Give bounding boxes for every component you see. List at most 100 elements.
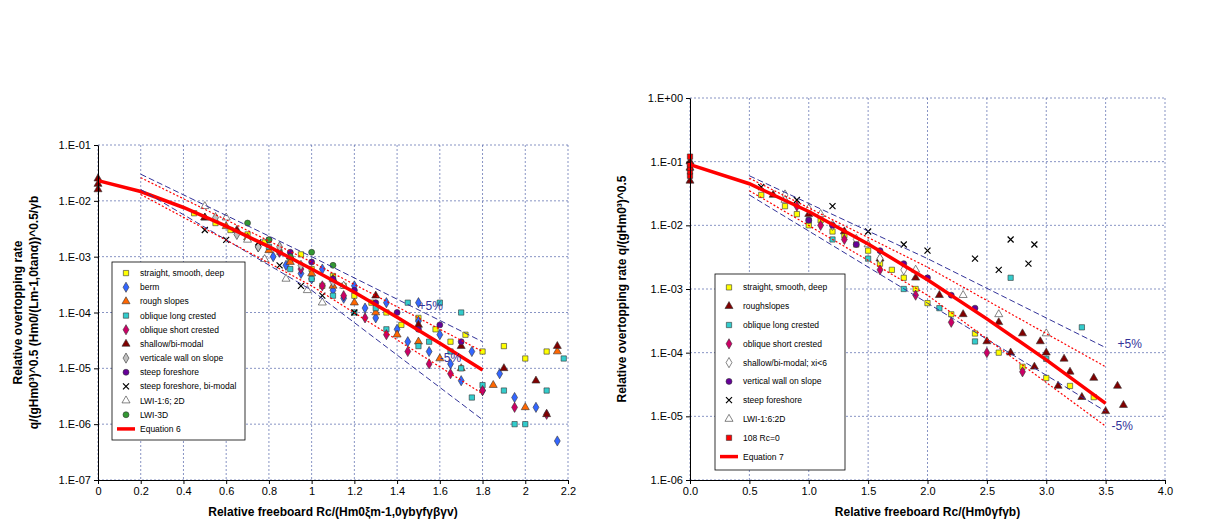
point <box>996 267 1002 273</box>
legend-label: berm <box>140 282 159 292</box>
point <box>830 203 836 209</box>
point <box>806 217 812 223</box>
y-tick: 1.E-03 <box>59 251 98 263</box>
point <box>1031 241 1037 247</box>
y-tick-label: 1.E-06 <box>651 474 683 486</box>
grid <box>98 145 568 480</box>
y-tick: 1.E-03 <box>651 283 690 295</box>
legend-swatch <box>725 302 733 309</box>
legend-swatch <box>726 322 731 327</box>
legend-swatch <box>726 435 731 440</box>
point <box>972 339 977 344</box>
point <box>459 310 464 315</box>
x-tick: 3.5 <box>1098 480 1113 497</box>
legend-label: steep foreshore <box>140 367 199 377</box>
x-tick-mark <box>312 480 313 484</box>
y-tick-label: 1.E-05 <box>651 410 683 422</box>
point <box>533 402 539 412</box>
chart: 0.00.51.01.52.02.53.03.54.01.E-061.E-051… <box>615 92 1173 519</box>
x-tick: 0 <box>95 480 101 497</box>
point <box>362 303 368 313</box>
point <box>1067 383 1072 388</box>
legend-swatch <box>123 270 128 275</box>
y-tick-label: 1.E+00 <box>648 92 683 104</box>
x-tick: 0.4 <box>176 480 191 497</box>
point <box>480 349 485 354</box>
point <box>1119 400 1127 407</box>
line <box>98 181 483 370</box>
y-tick-mark <box>94 424 98 425</box>
y-axis: 1.E-071.E-061.E-051.E-041.E-031.E-021.E-… <box>59 139 99 486</box>
point <box>501 388 506 393</box>
x-tick: 1.0 <box>802 480 817 497</box>
point <box>996 350 1001 355</box>
point <box>318 298 326 305</box>
x-axis: 00.20.40.60.811.21.41.61.822.2 <box>95 480 576 497</box>
point <box>1079 325 1084 330</box>
point <box>1113 381 1121 388</box>
x-tick-label: 2.5 <box>980 485 995 497</box>
legend: straight, smooth, deepbermrough slopesob… <box>112 262 245 440</box>
point <box>935 291 943 298</box>
point <box>330 262 336 268</box>
y-tick-mark <box>94 257 98 258</box>
y-axis-title: q/(gHm0³)^0.5 (Hm0/(Lm-1,0tanα))^0.5/γb <box>27 196 41 429</box>
grid-line <box>690 161 1165 162</box>
point <box>532 376 540 383</box>
legend-swatch <box>726 339 732 349</box>
y-tick: 1.E-02 <box>59 195 98 207</box>
x-tick-mark <box>98 480 99 484</box>
y-tick-label: 1.E-07 <box>59 474 91 486</box>
x-tick-label: 0.8 <box>262 485 277 497</box>
x-tick-mark <box>987 480 988 484</box>
point <box>309 276 314 281</box>
legend-label: roughslopes <box>743 301 789 311</box>
legend-swatch <box>726 378 732 384</box>
legend-swatch <box>726 285 731 290</box>
x-tick-label: 4.0 <box>1158 485 1173 497</box>
y-tick: 1.E-01 <box>651 156 690 168</box>
legend-label: oblique long crested <box>743 320 819 330</box>
y-tick-label: 1.E-03 <box>59 251 91 263</box>
legend-swatch <box>123 353 129 363</box>
x-tick-label: 1.5 <box>861 485 876 497</box>
x-tick-mark <box>141 480 142 484</box>
point <box>818 220 824 230</box>
point <box>806 218 811 223</box>
y-tick-label: 1.E-02 <box>59 195 91 207</box>
x-tick-mark <box>1106 480 1107 484</box>
point <box>959 291 967 298</box>
x-tick-mark <box>440 480 441 484</box>
y-tick: 1.E-06 <box>651 474 690 486</box>
point <box>437 330 443 340</box>
point <box>949 312 954 317</box>
y-tick-label: 1.E-02 <box>651 219 683 231</box>
x-tick-mark <box>1046 480 1047 484</box>
y-axis-line <box>690 99 691 481</box>
point <box>1025 261 1031 267</box>
point <box>1060 354 1068 361</box>
y-tick: 1.E-02 <box>651 219 690 231</box>
legend: straight, smooth, deeproughslopesoblique… <box>715 274 845 470</box>
x-tick: 0.5 <box>742 480 757 497</box>
y-axis: 1.E-06 1.E-05 1.E-04 1.E-03 1.E-02 1.E-01 1.E+… <box>648 92 691 486</box>
point <box>995 310 1003 317</box>
point <box>282 274 290 281</box>
y-tick-label: 1.E-04 <box>651 347 683 359</box>
y-tick-mark <box>686 289 690 290</box>
x-tick: 1.5 <box>861 480 876 497</box>
legend-label: LWI-3D <box>140 410 168 420</box>
point <box>1008 236 1014 242</box>
legend-label: Equation 7 <box>743 452 784 462</box>
y-axis-title: Relative overtopping rate q/(gHm0³)^0.5 <box>615 175 629 402</box>
y-tick: 1.E-05 <box>651 410 690 422</box>
point <box>303 286 311 293</box>
legend-swatch <box>122 339 130 346</box>
x-tick-mark <box>397 480 398 484</box>
point <box>544 349 549 354</box>
point <box>480 385 486 395</box>
x-axis-title: Relative freeboard Rc/(Hm0ξm-1,0γbγfγβγv… <box>208 505 457 519</box>
y-tick-mark <box>686 225 690 226</box>
x-tick-mark <box>525 480 526 484</box>
annotation: +5% <box>418 299 443 313</box>
